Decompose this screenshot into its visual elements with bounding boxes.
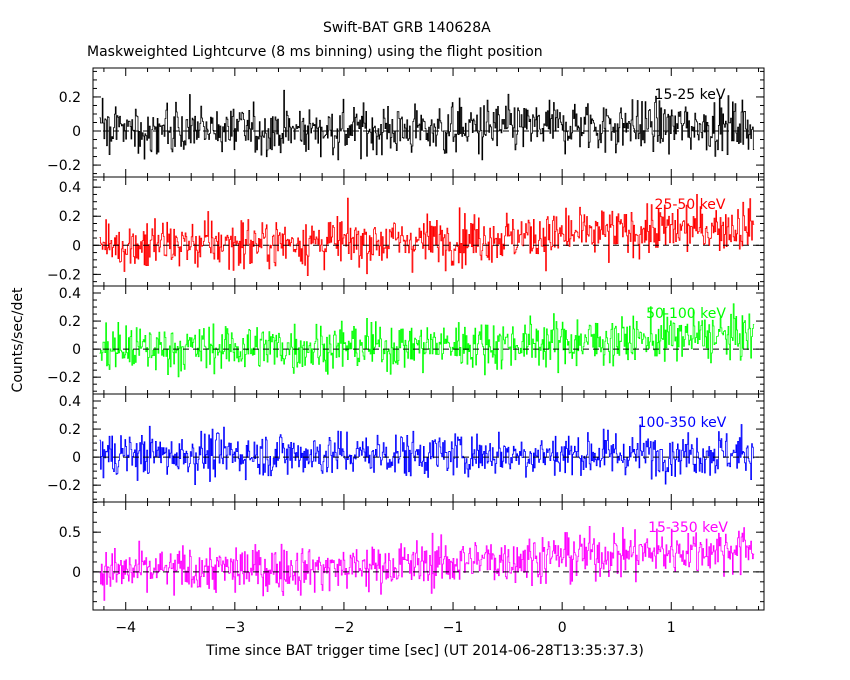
series-label: 50-100 keV <box>646 306 726 322</box>
y-axis-label: Counts/sec/det <box>10 287 26 392</box>
series-label: 15-25 keV <box>655 87 726 103</box>
series-label: 15-350 keV <box>648 520 728 536</box>
y-tick-label: 0 <box>72 450 81 466</box>
y-tick-label: −0.2 <box>47 478 81 494</box>
series-line-4 <box>99 526 755 601</box>
series-line-1 <box>99 194 755 276</box>
y-tick-label: 0 <box>72 342 81 358</box>
x-axis-label: Time since BAT trigger time [sec] (UT 20… <box>205 643 644 659</box>
series-line-2 <box>99 303 755 378</box>
y-tick-label: −0.2 <box>47 158 81 174</box>
y-tick-label: 0.4 <box>59 180 81 196</box>
y-tick-label: 0.2 <box>59 422 81 438</box>
y-tick-label: 0.5 <box>59 525 81 541</box>
series-label: 25-50 keV <box>655 197 726 213</box>
series-line-0 <box>99 89 755 161</box>
y-tick-label: −0.2 <box>47 370 81 386</box>
chart-subtitle: Maskweighted Lightcurve (8 ms binning) u… <box>87 44 543 60</box>
x-tick-label: −4 <box>115 620 136 636</box>
y-tick-label: 0.4 <box>59 394 81 410</box>
x-tick-label: −1 <box>443 620 464 636</box>
y-tick-label: 0 <box>72 124 81 140</box>
series-line-3 <box>99 424 755 485</box>
x-tick-label: −2 <box>334 620 355 636</box>
y-tick-label: 0 <box>72 238 81 254</box>
y-tick-label: 0.2 <box>59 209 81 225</box>
y-tick-label: 0.4 <box>59 286 81 302</box>
x-tick-label: 1 <box>667 620 676 636</box>
y-tick-label: 0 <box>72 565 81 581</box>
x-tick-label: −3 <box>225 620 246 636</box>
y-tick-label: 0.2 <box>59 314 81 330</box>
series-label: 100-350 keV <box>638 415 727 431</box>
y-tick-label: −0.2 <box>47 267 81 283</box>
chart-title: Swift-BAT GRB 140628A <box>323 20 491 36</box>
x-tick-label: 0 <box>558 620 567 636</box>
panel-frame-4 <box>92 501 765 611</box>
y-tick-label: 0.2 <box>59 90 81 106</box>
